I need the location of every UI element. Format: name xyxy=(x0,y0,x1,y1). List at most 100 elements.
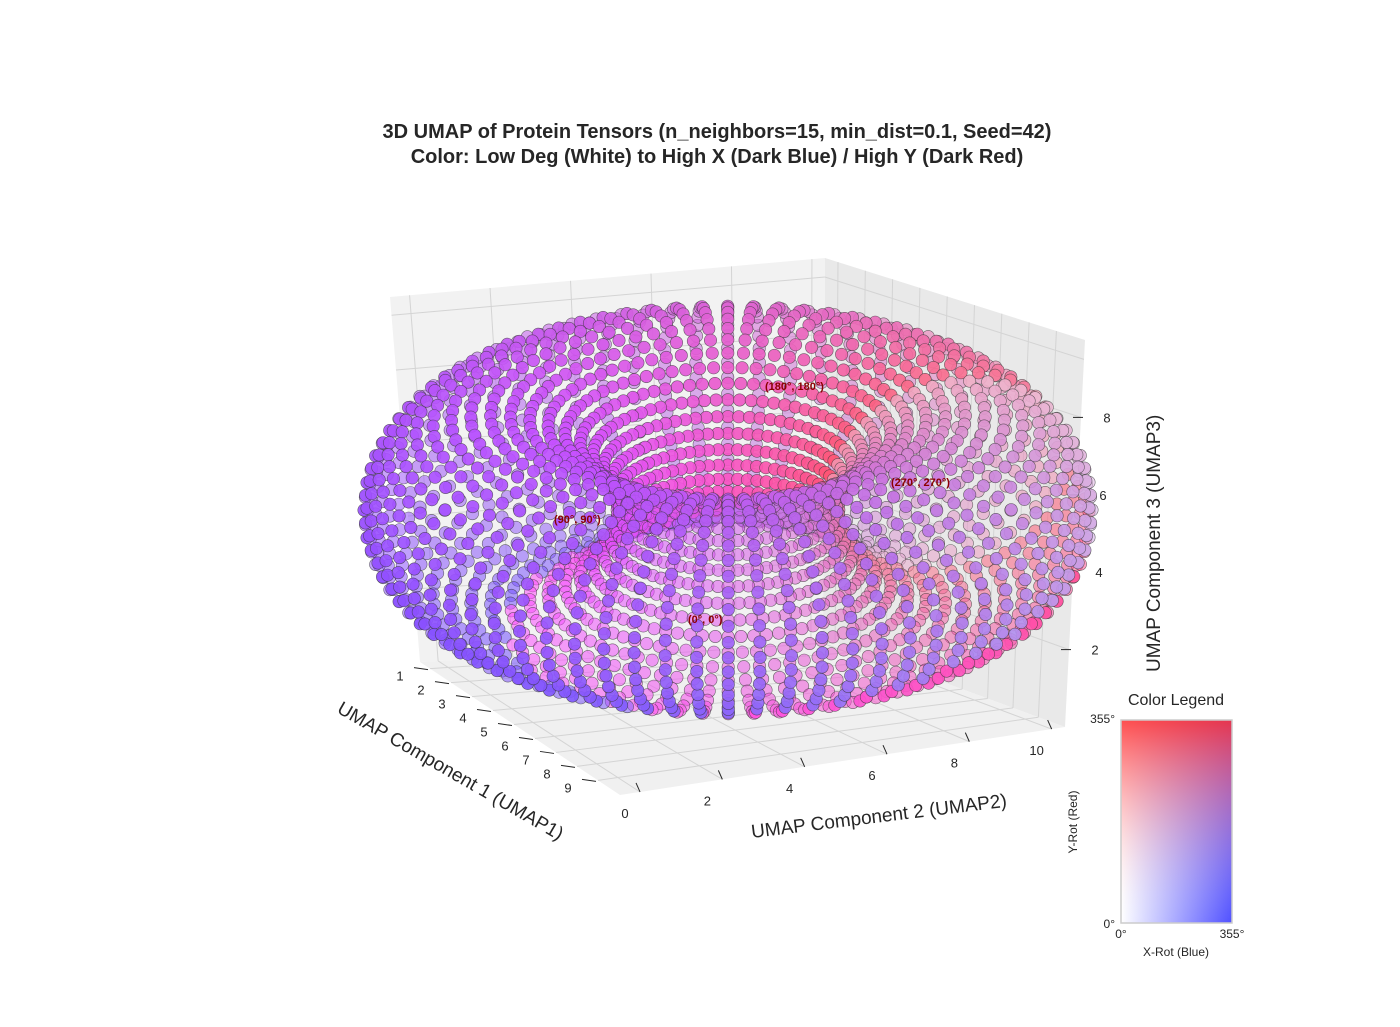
umap-point xyxy=(690,677,704,691)
umap-point xyxy=(821,496,835,510)
y-tick-mark xyxy=(964,732,970,742)
umap-point xyxy=(597,528,611,542)
umap-point xyxy=(969,437,983,451)
umap-point xyxy=(782,600,796,614)
umap-point xyxy=(369,541,383,555)
umap-point xyxy=(583,511,597,525)
umap-point xyxy=(778,567,792,581)
umap-point xyxy=(444,378,458,392)
umap-point xyxy=(653,338,667,352)
umap-point xyxy=(830,505,844,519)
umap-point xyxy=(815,660,829,674)
x-tick-mark xyxy=(518,736,534,740)
umap-point xyxy=(1040,495,1054,509)
umap-point xyxy=(988,442,1002,456)
umap-point xyxy=(1060,459,1074,473)
umap-point xyxy=(411,605,425,619)
umap-point xyxy=(960,508,974,522)
umap-point xyxy=(918,447,932,461)
umap-point xyxy=(753,650,767,664)
umap-point xyxy=(995,567,1009,581)
chart-title-line1: 3D UMAP of Protein Tensors (n_neighbors=… xyxy=(382,121,1052,143)
umap-point xyxy=(869,523,883,537)
umap-point xyxy=(520,577,534,591)
umap-point xyxy=(783,617,797,631)
umap-point xyxy=(840,492,854,506)
umap-point xyxy=(585,488,599,502)
umap-point xyxy=(629,614,643,628)
umap-point xyxy=(659,675,673,689)
umap-point xyxy=(917,493,931,507)
umap-point xyxy=(466,479,480,493)
umap-point xyxy=(552,517,566,531)
umap-point xyxy=(675,610,689,624)
umap-point xyxy=(977,499,991,513)
umap-point xyxy=(431,440,445,454)
umap-point xyxy=(573,589,587,603)
umap-point xyxy=(604,515,618,529)
umap-point xyxy=(406,577,420,591)
umap-point xyxy=(542,600,556,614)
umap-point xyxy=(442,598,456,612)
umap-point xyxy=(721,333,735,347)
umap-point xyxy=(510,350,524,364)
umap-point xyxy=(454,470,468,484)
umap-point xyxy=(593,352,607,366)
umap-point xyxy=(1008,542,1022,556)
legend-x-max: 355° xyxy=(1220,927,1245,941)
umap-point xyxy=(503,553,517,567)
umap-point xyxy=(482,470,496,484)
umap-point xyxy=(414,405,428,419)
umap-point xyxy=(926,593,940,607)
umap-point xyxy=(655,511,669,525)
umap-point xyxy=(784,663,798,677)
umap-point xyxy=(705,346,719,360)
umap-point xyxy=(721,393,735,407)
umap-point xyxy=(521,524,535,538)
umap-point xyxy=(633,508,647,522)
umap-point xyxy=(766,513,780,527)
umap-point xyxy=(683,378,697,392)
umap-point xyxy=(991,490,1005,504)
umap-point xyxy=(568,651,582,665)
umap-point xyxy=(506,368,520,382)
umap-point xyxy=(788,511,802,525)
annotation-0-0: (0°, 0°) xyxy=(688,614,723,626)
umap-point xyxy=(767,396,781,410)
umap-point xyxy=(664,567,678,581)
umap-point xyxy=(465,622,479,636)
umap-point xyxy=(1036,577,1050,591)
umap-point xyxy=(830,673,844,687)
umap-point xyxy=(393,580,407,594)
umap-point xyxy=(814,614,828,628)
umap-point xyxy=(673,524,687,538)
umap-point xyxy=(738,673,752,687)
umap-point xyxy=(751,585,765,599)
umap-point xyxy=(427,517,441,531)
umap-point xyxy=(546,669,560,683)
umap-point xyxy=(658,649,672,663)
umap-point xyxy=(647,679,661,693)
umap-point xyxy=(407,591,421,605)
umap-point xyxy=(612,487,626,501)
x-tick-label: 5 xyxy=(480,725,487,740)
umap-point xyxy=(767,610,781,624)
umap-point xyxy=(620,321,634,335)
umap-point xyxy=(721,603,735,617)
umap-point xyxy=(1028,405,1042,419)
umap-point xyxy=(407,562,421,576)
umap-point xyxy=(686,334,700,348)
umap-point xyxy=(540,645,554,659)
umap-point xyxy=(425,493,439,507)
umap-point xyxy=(583,557,597,571)
umap-point xyxy=(734,629,748,643)
annotation-90-90: (90°, 90°) xyxy=(554,514,601,526)
chart-title: 3D UMAP of Protein Tensors (n_neighbors=… xyxy=(0,120,1400,170)
umap-point xyxy=(740,322,754,336)
umap-point xyxy=(1031,605,1045,619)
umap-point xyxy=(658,633,672,647)
umap-point xyxy=(961,469,975,483)
umap-point xyxy=(944,442,958,456)
umap-point xyxy=(874,622,888,636)
umap-point xyxy=(926,549,940,563)
